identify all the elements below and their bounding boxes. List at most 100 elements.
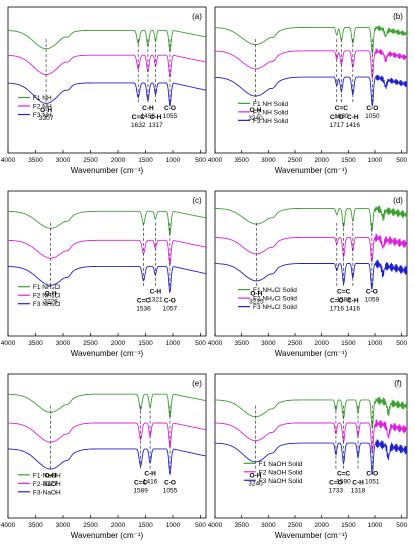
annotation-value: 1059 [365,296,380,303]
x-tick-label: 3500 [28,340,43,347]
x-tick-label: 3000 [56,522,71,529]
legend-label-1: F1 NH [33,95,52,102]
legend-label-1: F1 NH₄Cl [33,284,61,291]
annotation-group: C-O [366,288,378,295]
plot-frame [7,190,207,337]
x-tick-label: 500 [396,157,407,164]
annotation-group: C-O [164,105,176,112]
annotation-group: O-H [45,473,57,480]
annotation-value: 3240 [248,115,263,122]
plot-frame [214,6,408,154]
series-line-2 [215,233,408,263]
x-tick-label: 1000 [166,522,181,529]
series-line-3 [8,265,207,294]
x-axis-label: Wavenumber (cm⁻¹) [71,349,144,358]
x-tick-label: 3000 [56,157,71,164]
panel-label: (f) [394,379,402,388]
series-line-2 [8,422,207,448]
legend-label-3: F3 NH [33,112,52,119]
series-line-1 [215,205,408,232]
x-tick-label: 3500 [234,340,249,347]
legend-label-1: F1 NaOH Solid [259,461,303,468]
annotation-value: 1317 [148,122,163,129]
x-tick-label: 2500 [83,522,98,529]
series-line-2 [215,48,408,79]
annotation-value: 1716 [330,305,345,312]
legend-label-3: F3 NH₄Cl Solid [253,304,297,311]
legend-label-1: F1 NH₄Cl Solid [253,287,297,294]
legend-label-3: F3 NH₄Cl [33,301,61,308]
annotation-value: 3226 [43,298,58,305]
legend-label-3: F3 NH Solid [253,118,288,125]
annotation-value: 1055 [163,113,178,120]
x-tick-label: 3500 [28,157,43,164]
panel-label: (b) [393,12,403,21]
x-tick-label: 500 [195,340,206,347]
x-axis-label: Wavenumber (cm⁻¹) [275,531,348,540]
x-tick-label: 3000 [261,157,276,164]
series-line-1 [7,29,207,52]
legend-label-2: F2-NaOH [33,481,61,488]
series-line-1 [8,210,207,237]
plot-frame [214,373,408,519]
annotation-value: 1051 [365,479,380,486]
x-tick-label: 3000 [261,340,276,347]
x-tick-label: 1000 [166,340,181,347]
annotation-group: C-H [347,114,359,121]
plot-frame [7,6,207,154]
x-tick-label: 1000 [368,157,383,164]
x-tick-label: 2000 [111,522,126,529]
legend-label-2: F2 NH₄Cl [33,293,61,300]
series-line-2 [8,239,207,267]
annotation-group: C=C [137,297,150,304]
x-tick-label: 2500 [288,340,303,347]
annotation-group: C=O [329,480,343,487]
annotation-group: C=C [337,471,350,478]
series-line-3 [215,74,408,107]
panel-label: (d) [393,196,403,205]
x-tick-label: 1000 [368,522,383,529]
x-tick-label: 4000 [1,157,16,164]
x-tick-label: 1500 [138,157,153,164]
annotation-value: 1589 [133,488,148,495]
annotation-group: C-O [366,105,378,112]
series-line-2 [214,419,408,454]
annotation-value: 1416 [346,122,361,129]
annotation-value: 1590 [336,479,351,486]
x-tick-label: 1500 [341,340,356,347]
plot-frame [7,373,207,519]
annotation-group: C-H [150,114,162,121]
legend-label-2: F2 NaOH Solid [259,469,303,476]
annotation-group: C-O [366,471,378,478]
series-line-1 [8,393,207,418]
annotation-group: C=C [132,114,145,121]
x-tick-label: 2000 [314,522,329,529]
x-tick-label: 1500 [138,340,153,347]
annotation-value: 1055 [163,488,178,495]
annotation-value: 1057 [163,305,178,312]
x-tick-label: 3000 [261,522,276,529]
annotation-value: 1733 [329,488,344,495]
annotation-group: C-H [144,471,156,478]
x-tick-label: 3500 [234,522,249,529]
series-line-3 [8,448,207,475]
annotation-value: 3227 [43,481,58,488]
annotation-value: 1050 [365,113,380,120]
x-tick-label: 4000 [1,340,16,347]
x-tick-label: 1000 [368,340,383,347]
annotation-group: C-O [164,297,176,304]
x-tick-label: 2500 [83,157,98,164]
x-tick-label: 1000 [166,157,181,164]
annotation-value: 1717 [330,122,345,129]
annotation-value: 1416 [346,305,361,312]
legend-label-1: F1-NaOH [33,472,61,479]
x-tick-label: 2000 [314,157,329,164]
x-tick-label: 3000 [56,340,71,347]
annotation-value: 1632 [131,122,146,129]
